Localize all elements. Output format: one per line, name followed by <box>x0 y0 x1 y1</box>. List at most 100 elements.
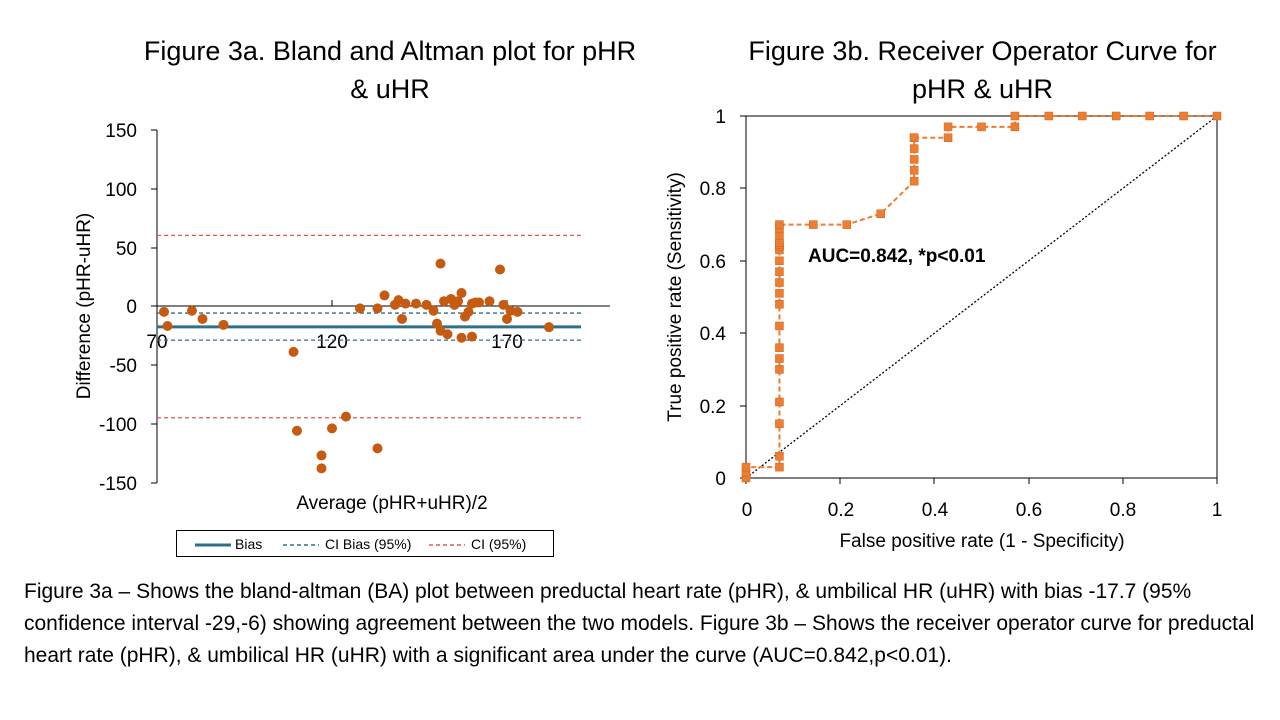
roc-point-marker <box>943 133 953 142</box>
x-tick-label: 70 <box>146 332 167 353</box>
legend-swatch <box>429 544 465 546</box>
legend-label: Bias <box>235 536 263 552</box>
x-tick-label: 0.2 <box>828 500 854 521</box>
x-axis-label: False positive rate (1 - Specificity) <box>839 531 1124 552</box>
y-axis-ticks <box>740 115 746 479</box>
roc-point-marker <box>775 452 784 461</box>
data-point <box>463 306 474 317</box>
data-point <box>456 288 467 299</box>
roc-point-marker <box>809 220 818 229</box>
data-point <box>187 305 197 316</box>
data-point <box>197 313 208 324</box>
roc-point-marker <box>1212 111 1222 121</box>
y-tick-label: 50 <box>116 239 137 260</box>
roc-point-marker <box>876 209 885 218</box>
data-point <box>327 423 337 434</box>
figure-caption: Figure 3a – Shows the bland-altman (BA) … <box>24 580 1255 667</box>
roc-plot: 1 0.8 0.6 0.4 0.2 0 0 0.2 0.4 0.6 0.8 1 … <box>665 107 1222 552</box>
y-tick-label: 0 <box>126 297 137 318</box>
y-tick-label: -150 <box>99 474 137 495</box>
y-tick-label: -50 <box>110 356 137 377</box>
data-point <box>512 306 523 317</box>
x-axis-ticks <box>745 478 1218 484</box>
data-point <box>316 463 327 474</box>
roc-point-marker <box>909 176 919 186</box>
y-tick-label: 0.8 <box>700 179 726 200</box>
roc-point-marker <box>741 462 751 472</box>
roc-point-marker <box>775 256 784 266</box>
legend: Bias CI Bias (95%) CI (95%) <box>176 530 554 557</box>
reference-diagonal <box>745 115 1218 479</box>
data-point <box>411 298 421 309</box>
x-tick-label: 120 <box>316 332 348 353</box>
roc-curve <box>741 111 1222 483</box>
x-tick-label: 0 <box>742 500 753 521</box>
roc-point-marker <box>1145 111 1154 121</box>
data-point <box>292 425 302 436</box>
legend-swatch <box>195 543 231 547</box>
auc-annotation: AUC=0.842, *p<0.01 <box>808 246 986 267</box>
data-point <box>355 303 365 314</box>
data-point <box>442 329 453 340</box>
data-point <box>159 306 169 317</box>
roc-point-marker <box>775 397 784 407</box>
roc-point-marker <box>977 122 986 132</box>
legend-label: CI Bias (95%) <box>325 536 412 552</box>
data-points <box>159 258 554 474</box>
data-point <box>162 321 173 332</box>
y-tick-label: 0 <box>715 469 726 490</box>
data-point <box>484 296 495 307</box>
data-point <box>341 411 351 422</box>
data-point <box>467 331 477 342</box>
bland-altman-plot: 150 100 50 0 -50 -100 -150 70 120 170 Av… <box>74 121 610 514</box>
roc-point-marker <box>842 220 852 229</box>
data-point <box>474 297 484 308</box>
roc-point-marker <box>775 220 784 229</box>
x-tick-label: 0.8 <box>1110 500 1136 521</box>
data-point <box>456 332 467 343</box>
x-tick-label: 0.6 <box>1016 500 1042 521</box>
roc-point-marker <box>1078 111 1087 121</box>
y-tick-label: 0.4 <box>700 324 727 345</box>
roc-point-marker <box>909 133 919 142</box>
roc-point-marker <box>1179 111 1188 121</box>
roc-point-marker <box>909 155 919 164</box>
roc-point-marker <box>1111 111 1121 121</box>
y-tick-label: 0.2 <box>700 397 726 418</box>
data-point <box>400 298 411 309</box>
y-axis-label: True positive rate (Sensitivity) <box>665 172 686 422</box>
roc-point-marker <box>775 462 784 472</box>
roc-point-marker <box>909 166 919 175</box>
legend-label: CI (95%) <box>471 536 527 552</box>
roc-point-marker <box>775 238 784 247</box>
x-tick-label: 0.4 <box>922 500 949 521</box>
data-point <box>218 319 229 330</box>
diagonal-line <box>745 115 1218 479</box>
roc-point-marker <box>775 354 784 363</box>
data-point <box>372 303 383 314</box>
roc-point-marker <box>775 365 784 374</box>
data-point <box>495 264 505 275</box>
data-point <box>288 346 299 357</box>
roc-point-marker <box>775 419 784 428</box>
data-point <box>428 305 439 316</box>
legend-swatch <box>283 544 319 546</box>
x-tick-label: 170 <box>491 332 523 353</box>
x-axis-label: Average (pHR+uHR)/2 <box>296 493 487 514</box>
roc-point-marker <box>943 122 953 132</box>
roc-point-marker <box>775 278 784 287</box>
y-axis-label: Difference (pHR-uHR) <box>74 213 95 400</box>
y-tick-label: 0.6 <box>700 252 726 273</box>
y-tick-label: -100 <box>99 415 137 436</box>
roc-point-marker <box>1010 111 1020 121</box>
roc-point-marker <box>909 144 919 153</box>
roc-point-marker <box>775 299 784 309</box>
x-tick-label: 1 <box>1212 500 1223 521</box>
data-point <box>316 450 327 461</box>
y-tick-label: 100 <box>105 180 137 201</box>
data-point <box>397 313 407 324</box>
data-point <box>421 299 432 310</box>
roc-point-marker <box>1010 122 1020 132</box>
chart-title-bland-altman: Figure 3a. Bland and Altman plot for pHR… <box>143 36 637 104</box>
